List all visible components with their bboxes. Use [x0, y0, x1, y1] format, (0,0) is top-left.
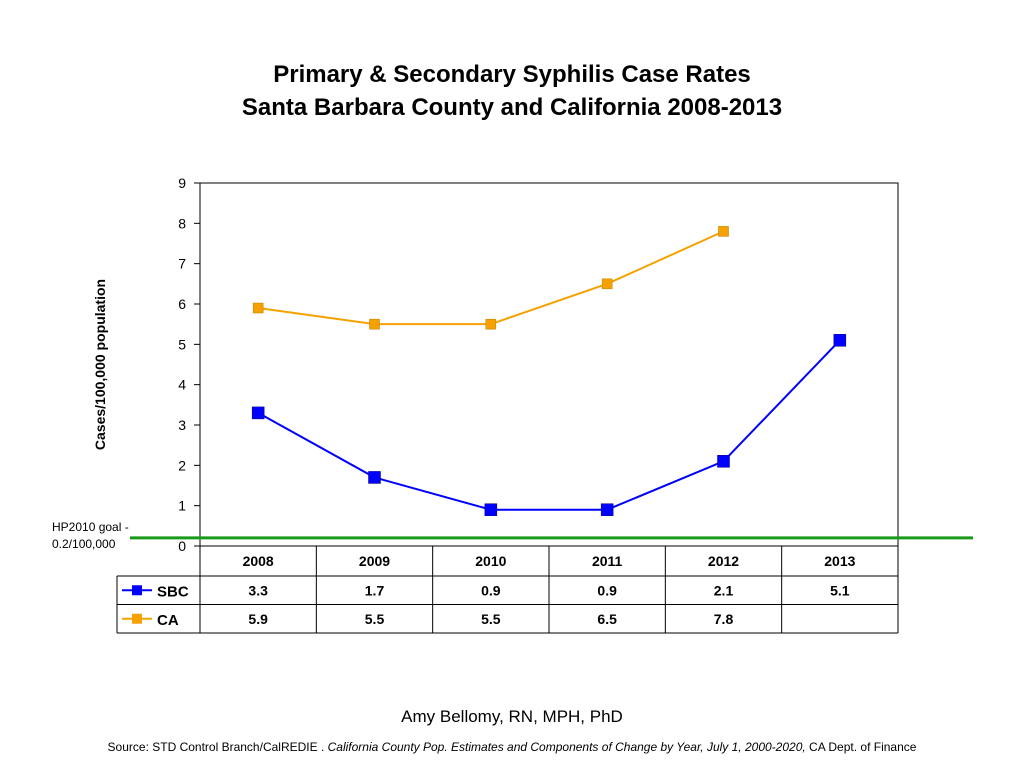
data-point-ca [252, 302, 264, 314]
y-tick-label: 4 [178, 377, 186, 393]
author-credit: Amy Bellomy, RN, MPH, PhD [401, 707, 623, 726]
data-value-label: 2.1 [714, 582, 734, 598]
source-suffix: CA Dept. of Finance [805, 740, 917, 754]
data-point-sbc [600, 503, 614, 516]
category-label: 2008 [243, 553, 274, 569]
data-value-label: 0.9 [597, 582, 617, 598]
data-value-label: 0.9 [481, 582, 501, 598]
legend-marker-sbc [132, 585, 142, 596]
data-point-ca [718, 226, 729, 237]
data-point-sbc [251, 406, 265, 420]
category-label: 2011 [592, 553, 623, 569]
y-tick-label: 5 [178, 336, 186, 352]
y-tick-label: 8 [178, 215, 186, 231]
data-value-label: 7.8 [714, 611, 734, 627]
data-point-sbc [484, 503, 498, 516]
source-prefix: Source: STD Control Branch/CalREDIE . [107, 740, 328, 754]
y-tick-label: 3 [178, 417, 186, 433]
data-point-sbc [368, 471, 381, 484]
y-tick-label: 9 [178, 175, 186, 191]
category-label: 2009 [359, 553, 390, 569]
data-point-ca [485, 318, 497, 330]
data-value-label: 5.1 [830, 582, 850, 598]
goal-label-line1: HP2010 goal - [52, 520, 129, 534]
series-line-sbc [257, 339, 841, 511]
chart-title-line1: Primary & Secondary Syphilis Case Rates [273, 61, 751, 88]
y-tick-label: 7 [178, 256, 186, 272]
chart-title-line2: Santa Barbara County and California 2008… [241, 94, 783, 121]
source-italic: California County Pop. Estimates and Com… [327, 740, 806, 754]
data-value-label: 5.9 [248, 611, 268, 627]
data-value-label: 3.3 [248, 582, 268, 598]
data-value-label: 5.5 [481, 611, 501, 627]
y-axis-label: Cases/100,000 population [92, 279, 108, 450]
data-value-label: 1.7 [365, 582, 385, 598]
series-line-ca [258, 230, 724, 326]
data-point-sbc [833, 334, 847, 347]
legend-marker-ca [132, 613, 142, 624]
data-point-ca [601, 278, 613, 290]
y-tick-label: 0 [178, 538, 186, 554]
category-label: 2012 [708, 553, 739, 569]
category-label: 2013 [824, 553, 855, 569]
goal-label-line2: 0.2/100,000 [52, 537, 116, 551]
data-value-label: 5.5 [365, 611, 385, 627]
data-point-sbc [717, 455, 730, 468]
y-tick-label: 1 [178, 498, 186, 514]
y-tick-label: 2 [178, 457, 186, 473]
category-label: 2010 [475, 553, 506, 569]
legend-label-sbc: SBC [157, 583, 189, 600]
plot-area-frame [199, 182, 899, 547]
source-note: Source: STD Control Branch/CalREDIE . Ca… [0, 740, 1024, 754]
y-tick-label: 6 [178, 296, 186, 312]
legend-label-ca: CA [157, 612, 179, 629]
data-value-label: 6.5 [597, 611, 617, 627]
data-point-ca [369, 318, 380, 330]
